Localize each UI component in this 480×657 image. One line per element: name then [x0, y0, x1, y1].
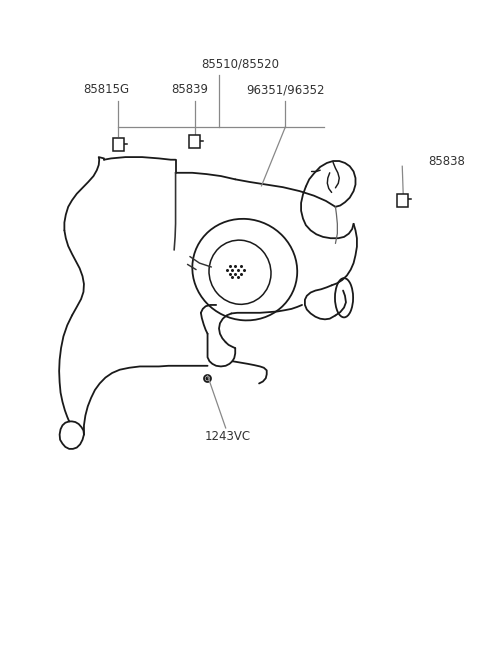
Text: 85839: 85839	[171, 83, 208, 97]
Bar	[190, 135, 200, 148]
Text: 85815G: 85815G	[84, 83, 130, 97]
Text: 85838: 85838	[429, 155, 466, 168]
Text: 1243VC: 1243VC	[205, 430, 251, 443]
Text: 96351/96352: 96351/96352	[246, 83, 324, 97]
Bar	[113, 138, 123, 151]
Bar	[397, 194, 408, 207]
Text: 85510/85520: 85510/85520	[201, 57, 279, 70]
